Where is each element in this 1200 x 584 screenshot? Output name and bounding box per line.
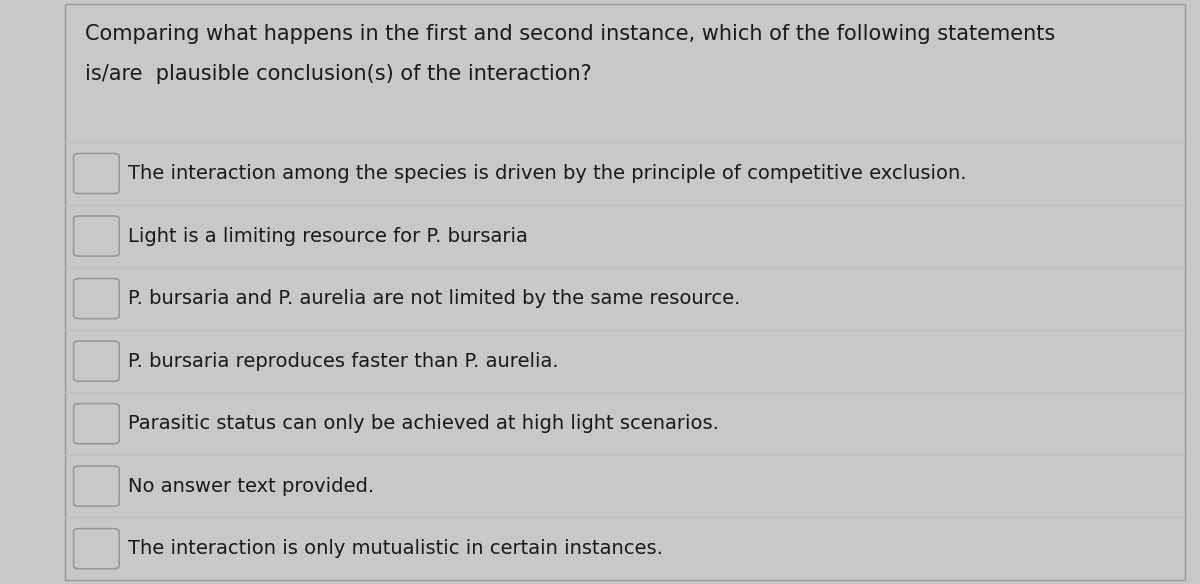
Text: The interaction is only mutualistic in certain instances.: The interaction is only mutualistic in c… [127, 539, 662, 558]
Text: P. bursaria reproduces faster than P. aurelia.: P. bursaria reproduces faster than P. au… [127, 352, 558, 371]
Text: Comparing what happens in the first and second instance, which of the following : Comparing what happens in the first and … [85, 24, 1056, 44]
Text: is/are  plausible conclusion(s) of the interaction?: is/are plausible conclusion(s) of the in… [85, 64, 592, 85]
Text: Light is a limiting resource for P. bursaria: Light is a limiting resource for P. burs… [127, 227, 528, 245]
Text: Parasitic status can only be achieved at high light scenarios.: Parasitic status can only be achieved at… [127, 414, 719, 433]
Text: P. bursaria and P. aurelia are not limited by the same resource.: P. bursaria and P. aurelia are not limit… [127, 289, 740, 308]
Text: The interaction among the species is driven by the principle of competitive excl: The interaction among the species is dri… [127, 164, 966, 183]
Text: No answer text provided.: No answer text provided. [127, 477, 374, 496]
